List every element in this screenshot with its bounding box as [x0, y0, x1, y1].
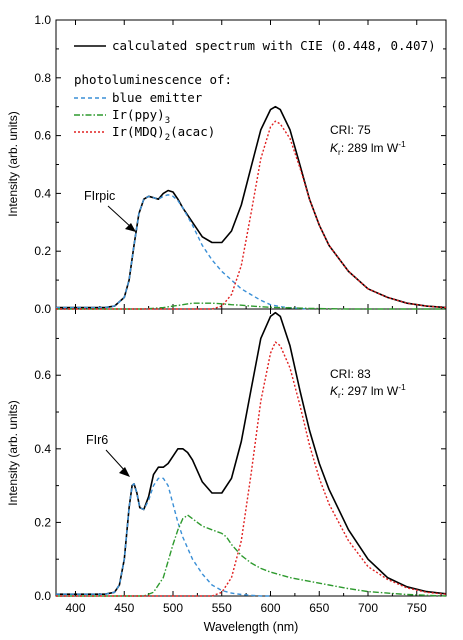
- bottom-series-ir-ppy-3: [56, 514, 447, 597]
- bottom-axis-ticks: 0.0 0.2 0.4 0.6 400 450 500 550 600 650 700 750: [34, 309, 446, 615]
- legend-blue-label: blue emitter: [112, 90, 203, 105]
- bottom-emitter-arrowhead: [119, 467, 130, 477]
- top-y-tick-label: 0.4: [34, 186, 51, 200]
- bottom-plot-frame: [55, 308, 447, 597]
- bottom-x-tick-label: 750: [407, 601, 427, 615]
- top-series-calculated-spectrum-with-cie-0-448-0-407: [56, 105, 447, 309]
- bottom-x-tick-label: 700: [358, 601, 378, 615]
- bottom-y-axis-label: Intensity (arb. units): [6, 400, 20, 505]
- bottom-x-tick-label: 600: [260, 601, 280, 615]
- top-y-tick-label: 0.8: [34, 71, 51, 85]
- legend-header: photoluminescence of:: [74, 72, 232, 87]
- bottom-x-tick-label: 550: [212, 601, 232, 615]
- bottom-y-tick-label: 0.6: [34, 368, 51, 382]
- top-y-tick-label: 0.6: [34, 129, 51, 143]
- top-emitter-label: FIrpic: [84, 189, 115, 203]
- x-axis-label: Wavelength (nm): [204, 620, 299, 634]
- bottom-cri-label: CRI: 83: [330, 367, 371, 381]
- bottom-y-tick-label: 0.4: [34, 442, 51, 456]
- top-legend: calculated spectrum with CIE (0.448, 0.4…: [74, 38, 436, 143]
- bottom-series-ir-mdq-2-acac: [56, 341, 447, 597]
- top-y-tick-label: 0.0: [34, 302, 51, 316]
- bottom-series-group: [56, 311, 447, 597]
- top-series-blue-emitter: [56, 194, 310, 310]
- bottom-series-blue-emitter: [56, 477, 271, 597]
- legend-ppy-label: Ir(ppy)3: [112, 107, 170, 126]
- bottom-x-tick-label: 400: [65, 601, 85, 615]
- top-y-tick-label: 0.2: [34, 244, 51, 258]
- top-axis-ticks: 0.0 0.2 0.4 0.6 0.8 1.0: [34, 13, 446, 316]
- legend-mdq-label: Ir(MDQ)2(acac): [112, 124, 215, 143]
- bottom-y-tick-label: 0.0: [34, 589, 51, 603]
- top-emitter-arrow: [107, 205, 133, 229]
- bottom-emitter-label: FIr6: [86, 433, 108, 447]
- bottom-x-tick-label: 450: [114, 601, 134, 615]
- top-series-group: [56, 105, 447, 310]
- top-cri-label: CRI: 75: [330, 123, 371, 137]
- bottom-series-calculated-spectrum: [56, 311, 447, 595]
- top-series-ir-mdq-2-acac: [56, 120, 447, 310]
- top-kr-label: Kr: 289 lm W-1: [330, 139, 406, 157]
- top-y-axis-label: Intensity (arb. units): [6, 111, 20, 216]
- bottom-x-tick-label: 650: [309, 601, 329, 615]
- bottom-kr-label: Kr: 297 lm W-1: [330, 382, 406, 400]
- legend-calc-label: calculated spectrum with CIE (0.448, 0.4…: [112, 38, 436, 53]
- top-series-ir-ppy-3: [56, 302, 446, 310]
- bottom-x-tick-label: 500: [163, 601, 183, 615]
- bottom-emitter-arrow: [105, 449, 127, 473]
- bottom-y-tick-label: 0.2: [34, 515, 51, 529]
- top-y-tick-label: 1.0: [34, 13, 51, 27]
- top-emitter-arrowhead: [125, 223, 136, 232]
